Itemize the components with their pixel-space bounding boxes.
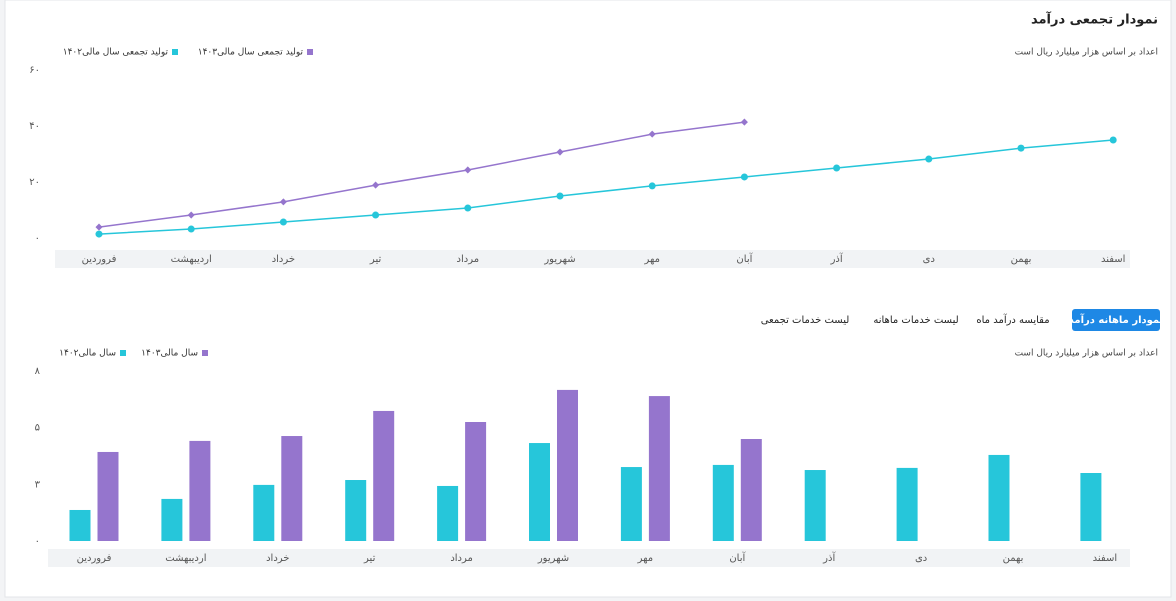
x-tick-label: آبان	[736, 252, 753, 265]
bar	[161, 498, 183, 541]
x-tick-label: آذر	[822, 551, 836, 564]
bar	[804, 470, 826, 541]
bar	[620, 467, 642, 541]
x-tick-label: اسفند	[1093, 553, 1117, 564]
point	[648, 130, 656, 138]
bar	[465, 422, 487, 541]
point	[1109, 136, 1117, 144]
point	[187, 225, 195, 233]
point	[464, 166, 472, 174]
y-tick-label: ۰	[35, 536, 40, 547]
x-tick-label: فروردین	[82, 254, 117, 265]
point	[95, 230, 103, 238]
legend-label: تولید تجمعی سال مالی۱۴۰۲	[63, 48, 169, 58]
line	[98, 139, 1114, 235]
x-tick-label: مهر	[637, 553, 653, 564]
x-tick-label: تیر	[369, 254, 382, 265]
bar	[373, 410, 395, 541]
x-tick-label: دی	[915, 553, 927, 564]
point	[556, 192, 564, 200]
x-axis-band	[55, 250, 1130, 268]
bar	[557, 389, 578, 541]
x-tick-label: مرداد	[450, 553, 473, 564]
bar	[648, 396, 670, 541]
x-tick-label: شهریور	[537, 553, 569, 564]
point	[372, 211, 380, 219]
point	[740, 173, 748, 181]
point	[187, 211, 195, 219]
y-tick-label: ۰	[35, 233, 40, 244]
bar	[345, 480, 367, 541]
x-tick-label: مهر	[643, 254, 659, 265]
chart-title: نمودار تجمعی درآمد	[1031, 11, 1158, 28]
legend-label: تولید تجمعی سال مالی۱۴۰۳	[198, 48, 304, 58]
y-tick-label: ۲۰	[29, 177, 40, 188]
x-tick-label: شهریور	[543, 254, 575, 265]
x-tick-label: اردیبهشت	[171, 254, 212, 265]
point	[95, 223, 103, 231]
point	[372, 181, 380, 189]
line	[98, 121, 745, 228]
x-tick-label: دی	[923, 254, 935, 265]
bar	[1080, 473, 1102, 541]
legend-marker	[202, 350, 208, 356]
x-tick-label: آبان	[729, 551, 746, 564]
x-tick-label: خرداد	[266, 553, 289, 564]
point	[1017, 144, 1025, 152]
x-tick-label: آذر	[830, 252, 844, 265]
x-tick-label: بهمن	[1011, 254, 1032, 265]
legend-label: سال مالی۱۴۰۲	[59, 349, 116, 359]
y-tick-label: ۴۰	[29, 121, 40, 132]
point	[464, 204, 472, 212]
tab[interactable]: نمودار ماهانه درآمد	[1069, 313, 1164, 326]
tab-active-bg[interactable]	[1072, 309, 1160, 331]
x-tick-label: مرداد	[457, 254, 480, 265]
bar	[189, 440, 211, 541]
point	[648, 182, 656, 190]
bar	[253, 484, 275, 541]
x-tick-label: فروردین	[77, 553, 112, 564]
chart-subtitle: اعداد بر اساس هزار میلیارد ریال است	[1015, 349, 1158, 359]
bar	[988, 454, 1010, 541]
legend-marker	[120, 350, 126, 356]
bar	[97, 451, 119, 541]
tab[interactable]: لیست خدمات ماهانه	[873, 315, 958, 326]
x-tick-label: تیر	[363, 553, 376, 564]
x-tick-label: اردیبهشت	[165, 553, 206, 564]
bar	[281, 436, 303, 541]
bar	[740, 439, 762, 541]
bar	[896, 467, 918, 541]
bar	[529, 443, 550, 541]
bar	[69, 509, 91, 541]
x-tick-label: خرداد	[272, 254, 295, 265]
tab[interactable]: مقایسه درآمد ماه	[976, 313, 1049, 326]
y-tick-label: ۵	[35, 423, 40, 434]
y-tick-label: ۶۰	[29, 65, 40, 76]
tab[interactable]: لیست خدمات تجمعی	[761, 315, 850, 326]
x-tick-label: اسفند	[1101, 254, 1125, 265]
point	[925, 155, 933, 163]
chart-subtitle: اعداد بر اساس هزار میلیارد ریال است	[1015, 48, 1158, 58]
x-axis-band	[48, 549, 1130, 567]
legend-label: سال مالی۱۴۰۳	[141, 349, 198, 359]
y-tick-label: ۸	[35, 366, 41, 377]
bar	[712, 464, 734, 541]
point	[556, 148, 564, 156]
point	[833, 164, 841, 172]
legend-marker	[307, 49, 313, 55]
point	[279, 198, 287, 206]
bar	[437, 485, 459, 541]
point	[279, 218, 287, 226]
point	[740, 118, 748, 126]
y-tick-label: ۳	[35, 479, 41, 490]
legend-marker	[172, 49, 178, 55]
x-tick-label: بهمن	[1003, 553, 1024, 564]
